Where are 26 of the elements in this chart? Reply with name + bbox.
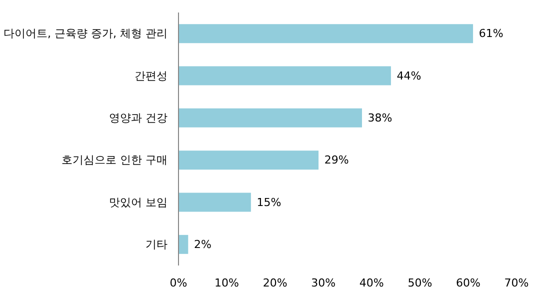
bar: [178, 234, 188, 254]
data-label: 29%: [324, 154, 349, 167]
data-label: 15%: [256, 196, 282, 209]
bar: [178, 66, 391, 86]
data-label: 61%: [478, 27, 504, 40]
x-tick-label: 30%: [311, 276, 336, 290]
x-tick-label: 0%: [170, 276, 188, 290]
bar: [178, 24, 474, 44]
y-tick-label: 다이어트, 근육량 증가, 체형 관리: [4, 27, 168, 40]
x-tick-label: 50%: [408, 276, 432, 290]
bar: [178, 192, 251, 212]
y-tick-label: 맛있어 보임: [109, 196, 168, 209]
x-tick-label: 10%: [214, 276, 240, 290]
x-tick-label: 60%: [456, 276, 480, 290]
bar: [178, 108, 362, 128]
data-label: 2%: [194, 238, 212, 251]
y-tick-label: 간편성: [134, 69, 168, 82]
y-tick-label: 영양과 건강: [109, 111, 168, 124]
x-tick-label: 40%: [359, 276, 384, 290]
data-label: 44%: [396, 69, 422, 82]
bar: [178, 150, 319, 170]
y-tick-label: 호기심으로 인한 구매: [62, 154, 168, 167]
x-tick-label: 70%: [504, 276, 529, 290]
data-label: 38%: [368, 111, 392, 124]
x-tick-label: 20%: [262, 276, 288, 290]
y-tick-label: 기타: [146, 238, 168, 251]
